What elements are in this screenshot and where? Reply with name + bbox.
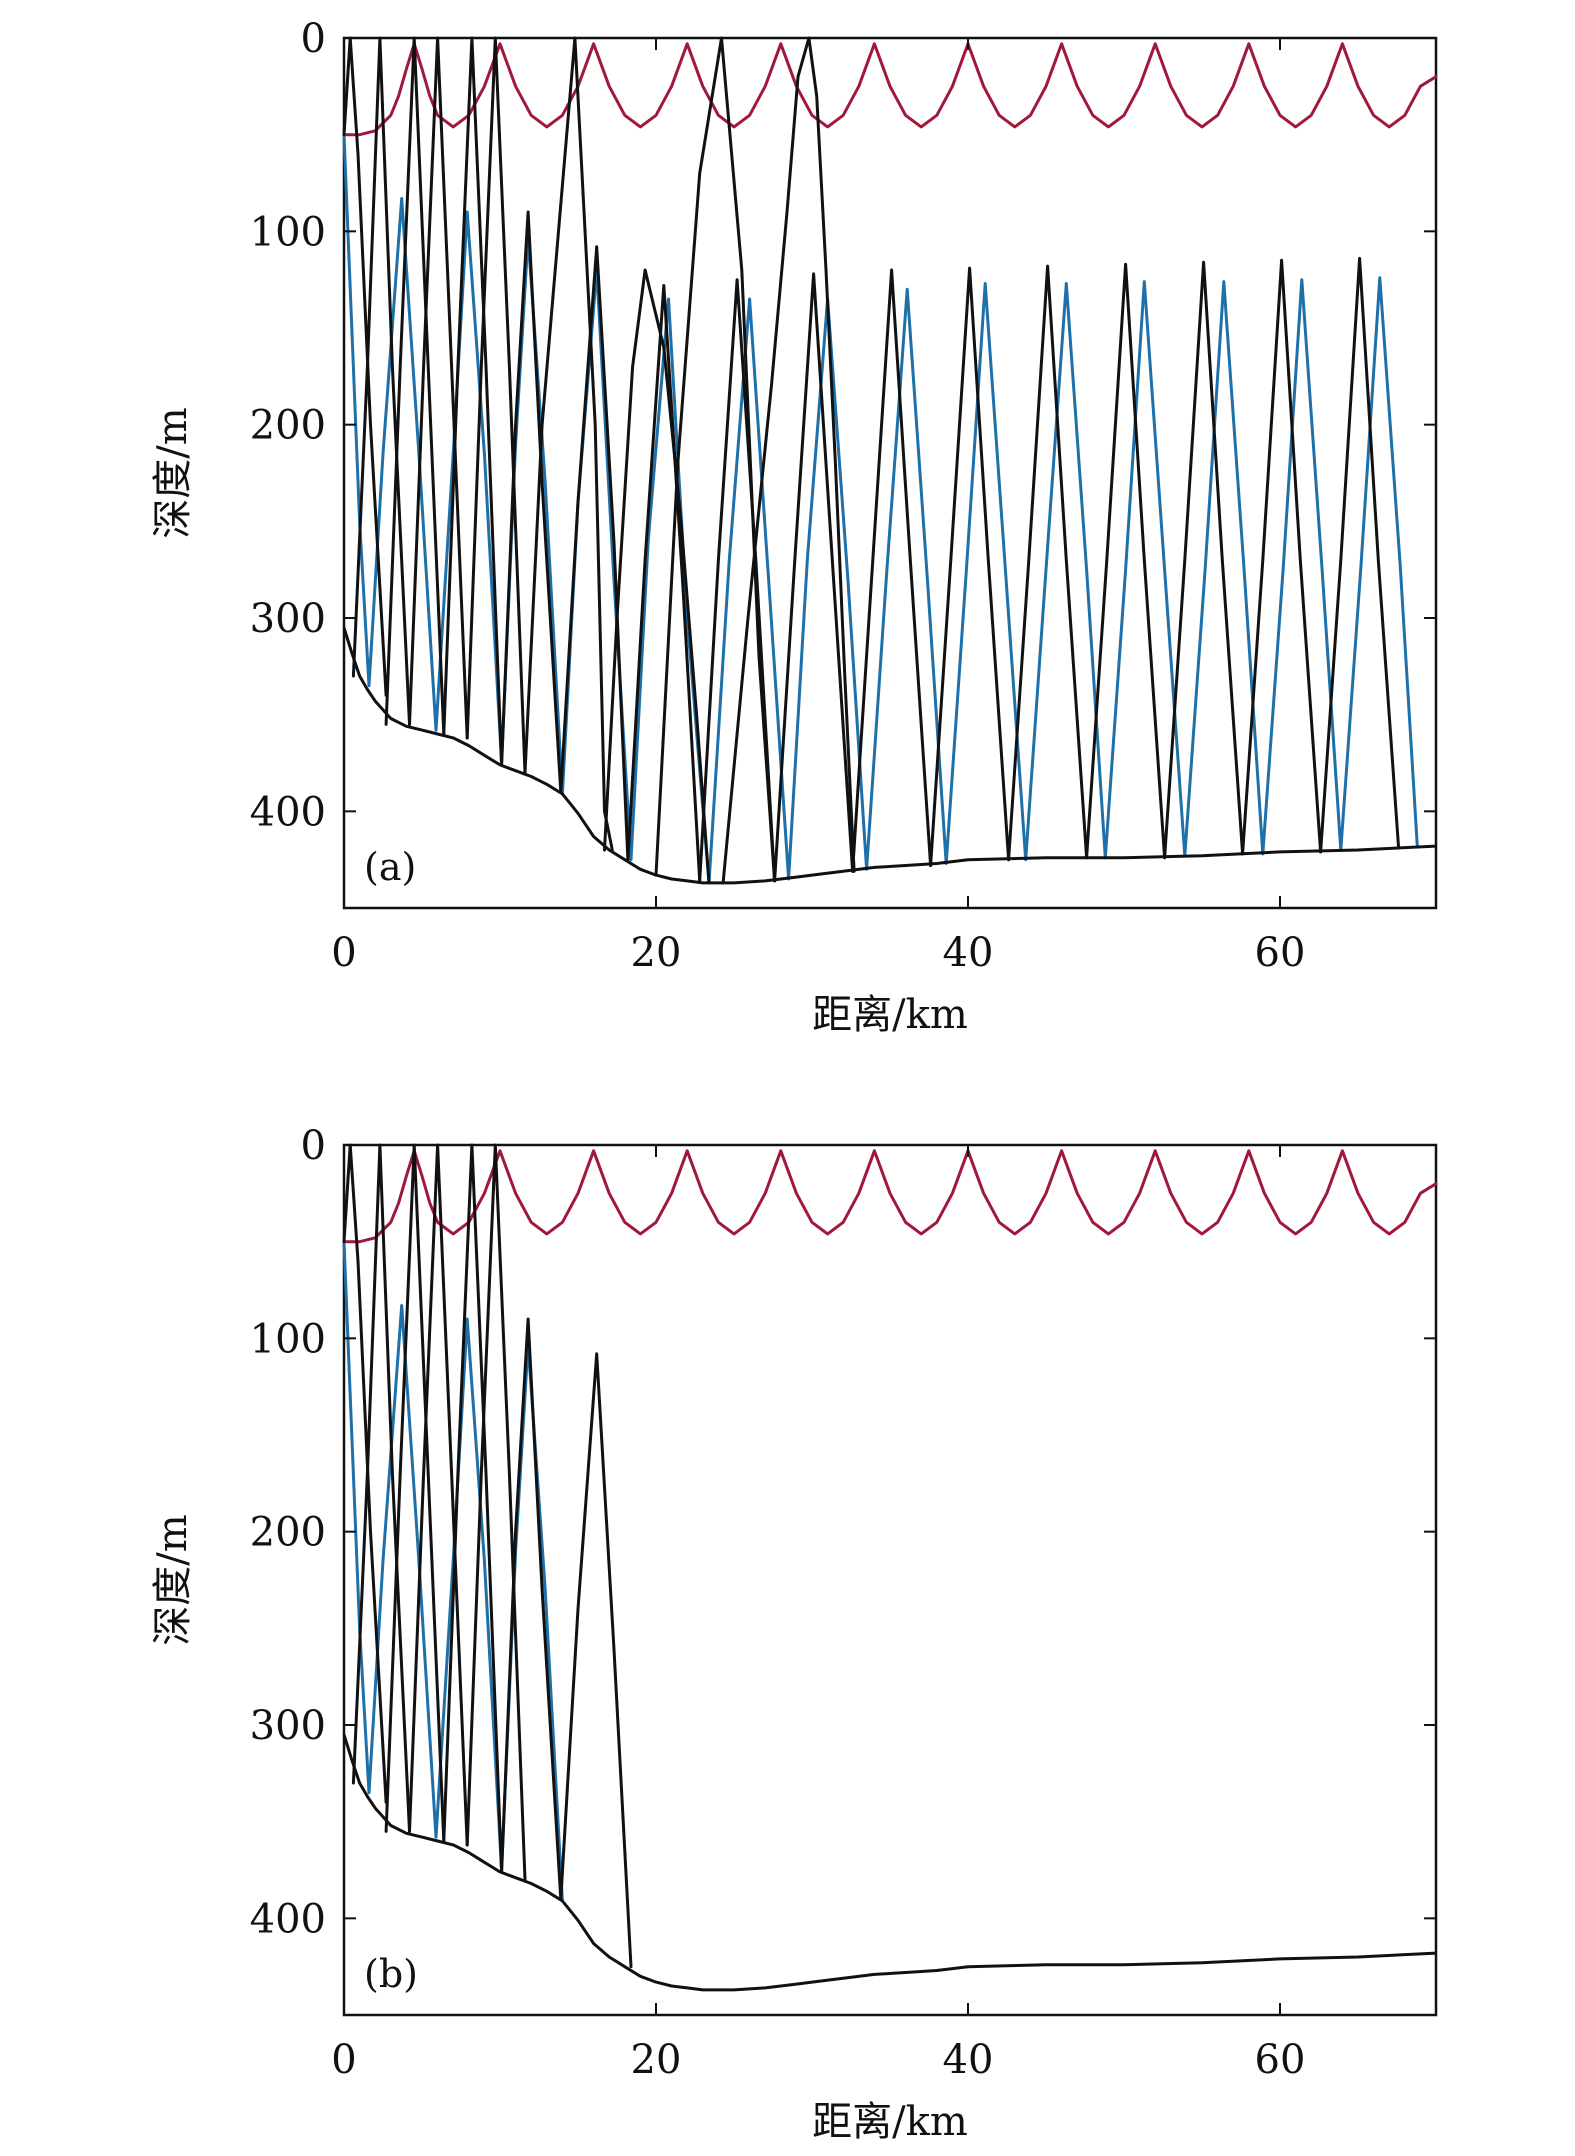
panel-a-ray-black-21 xyxy=(1085,262,1167,860)
panel-b-ray-black-7 xyxy=(442,1143,504,1874)
panel-b-seabed-line xyxy=(342,1734,1437,1992)
panel-a-ray-black-16 xyxy=(721,36,856,885)
panel-a-ray-black-10 xyxy=(523,36,614,852)
panel-a-ray-black-23 xyxy=(1241,258,1323,856)
panel-b-x-tick-label-20: 20 xyxy=(631,2037,682,2083)
panel-a-frame xyxy=(342,36,1438,910)
panel-b-y-axis-label: 深度/m xyxy=(150,1514,196,1645)
panel-b-label: (b) xyxy=(364,1952,418,1996)
panel-b-x-axis-label: 距离/km xyxy=(812,2099,968,2145)
panel-a-x-tick-label-40: 40 xyxy=(943,930,994,976)
panel-a-x-tick-label-0: 0 xyxy=(331,930,356,976)
panel-b-ray-black-4 xyxy=(351,1143,411,1833)
panel-a-ray-black-5 xyxy=(384,36,446,736)
panel-a-ray-black-6 xyxy=(408,36,469,740)
panel-a-ray-black-15 xyxy=(698,278,777,883)
panel-b-frame xyxy=(342,1143,1438,2017)
panel-a-ticks: 0 20 40 60 0 100 200 300 400 xyxy=(250,16,1436,976)
panel-a-ray-black-18 xyxy=(851,268,933,873)
panel-b-ray-black-9 xyxy=(500,1317,563,1901)
panel-a-ray-black-12 xyxy=(603,268,711,885)
panel-a-ray-black-4 xyxy=(351,36,411,726)
panel-b-y-tick-label-0: 0 xyxy=(301,1123,326,1169)
panel-b-x-tick-label-60: 60 xyxy=(1255,2037,1306,2083)
panel-b-ray-black-6 xyxy=(408,1143,469,1847)
panel-a-ray-black-19 xyxy=(929,266,1011,867)
panel-a-x-tick-label-20: 20 xyxy=(631,930,682,976)
panel-a-ray-black-3 xyxy=(342,36,388,697)
panel-a-y-tick-label-300: 300 xyxy=(250,596,326,642)
panel-b-ray-black-3 xyxy=(342,1143,388,1804)
panel-a-rays xyxy=(342,36,1438,885)
panel-b-y-tick-label-200: 200 xyxy=(250,1510,326,1556)
panel-a-ray-black-8 xyxy=(465,36,527,775)
panel-b-ray-black-8 xyxy=(465,1143,527,1882)
panel-b-plot-area: 0 20 40 60 0 100 200 300 400 xyxy=(250,1123,1438,2083)
panel-b-ray-black-10 xyxy=(559,1352,633,1969)
panel-a-y-tick-label-0: 0 xyxy=(301,16,326,62)
panel-a-ray-black-9 xyxy=(500,210,563,794)
panel-a-x-tick-label-60: 60 xyxy=(1255,930,1306,976)
panel-a: 0 20 40 60 0 100 200 300 400 (a) 距离/km 深度/m xyxy=(150,16,1438,1038)
panel-a-x-axis-label: 距离/km xyxy=(812,992,968,1038)
panel-b-rays xyxy=(342,1143,1438,1992)
panel-b-x-tick-label-40: 40 xyxy=(943,2037,994,2083)
panel-b-ray-black-5 xyxy=(384,1143,446,1843)
panel-a-y-tick-label-400: 400 xyxy=(250,789,326,835)
panel-a-seabed-line xyxy=(342,627,1437,885)
panel-a-ray-black-11 xyxy=(559,245,630,862)
panel-b-y-tick-label-400: 400 xyxy=(250,1896,326,1942)
panel-b-x-tick-label-0: 0 xyxy=(331,2037,356,2083)
panel-a-label: (a) xyxy=(364,845,416,889)
panel-a-ray-red-1 xyxy=(342,42,1438,137)
panel-b-ticks: 0 20 40 60 0 100 200 300 400 xyxy=(250,1123,1436,2083)
panel-a-ray-black-7 xyxy=(442,36,504,767)
panel-a-ray-black-24 xyxy=(1319,256,1401,854)
panel-a-ray-black-22 xyxy=(1163,260,1245,860)
panel-b-y-tick-label-100: 100 xyxy=(250,1316,326,1362)
panel-a-plot-area: 0 20 40 60 0 100 200 300 400 xyxy=(250,16,1438,976)
panel-a-ray-black-20 xyxy=(1007,264,1089,862)
panel-a-ray-black-13 xyxy=(626,284,702,883)
panel-a-ray-black-14 xyxy=(654,36,777,883)
panel-a-ray-blue-2 xyxy=(342,133,1419,885)
panel-b: 0 20 40 60 0 100 200 300 400 (b) 距离/km 深度/m xyxy=(150,1123,1438,2145)
panel-b-ray-red-1 xyxy=(342,1149,1438,1244)
panel-a-y-tick-label-200: 200 xyxy=(250,403,326,449)
panel-a-y-tick-label-100: 100 xyxy=(250,209,326,255)
panel-a-y-axis-label: 深度/m xyxy=(150,407,196,538)
panel-b-y-tick-label-300: 300 xyxy=(250,1703,326,1749)
panel-a-ray-black-17 xyxy=(773,272,855,883)
